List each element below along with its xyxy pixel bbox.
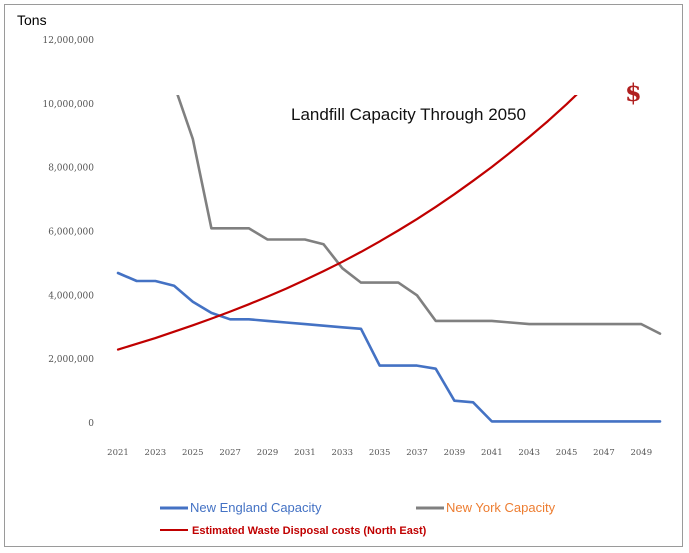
y-tick-label: 2,000,000 (48, 355, 94, 365)
y-tick-label: 10,000,000 (42, 100, 94, 110)
new-england-capacity-line (116, 271, 662, 423)
x-tick-label: 2029 (257, 448, 279, 458)
x-tick-label: 2031 (294, 448, 316, 458)
legend-label-new-england: New England Capacity (190, 500, 322, 515)
x-tick-label: 2023 (145, 448, 167, 458)
x-tick-label: 2047 (593, 448, 615, 458)
x-tick-label: 2045 (556, 448, 578, 458)
legend-label-waste-cost: Estimated Waste Disposal costs (North Ea… (192, 525, 427, 537)
chart-frame (4, 4, 683, 547)
y-tick-label: 0 (88, 419, 94, 429)
waste-disposal-cost-line (116, 95, 578, 351)
x-tick-label: 2035 (369, 448, 391, 458)
x-tick-label: 2043 (518, 448, 540, 458)
x-tick-label: 2025 (182, 448, 204, 458)
x-tick-label: 2041 (481, 448, 503, 458)
dollar-annotation: $ (625, 78, 642, 107)
y-tick-label: 4,000,000 (48, 291, 94, 301)
x-tick-label: 2049 (630, 448, 652, 458)
y-axis-unit-label: Tons (17, 12, 47, 28)
y-tick-label: 12,000,000 (42, 36, 94, 46)
chart-title: Landfill Capacity Through 2050 (291, 105, 526, 124)
x-tick-label: 2021 (107, 448, 129, 458)
legend-label-new-york: New York Capacity (446, 500, 556, 515)
y-tick-label: 6,000,000 (48, 228, 94, 238)
new-york-capacity-line (176, 95, 662, 335)
x-tick-label: 2039 (444, 448, 466, 458)
x-tick-label: 2027 (219, 448, 241, 458)
x-tick-label: 2037 (406, 448, 428, 458)
y-tick-label: 8,000,000 (48, 164, 94, 174)
x-tick-label: 2033 (331, 448, 353, 458)
